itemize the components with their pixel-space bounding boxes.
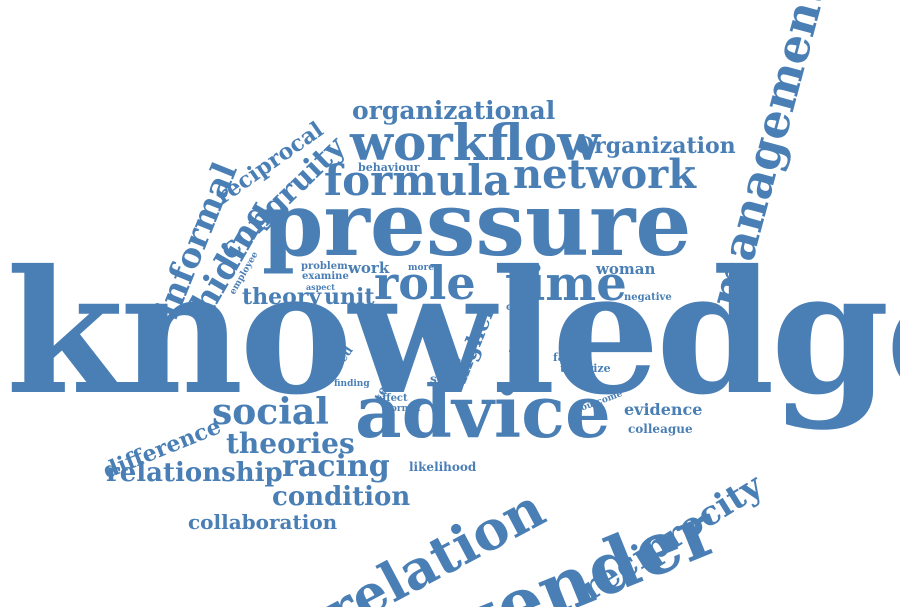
word-organizational: organizational [352, 96, 556, 125]
word-knowledge: knowledge [6, 233, 900, 433]
word-examine: examine [302, 271, 349, 282]
word-formula: formula [324, 156, 511, 205]
word-work: work [348, 259, 390, 277]
word-evidence: evidence [624, 400, 703, 419]
word-formal: formal [387, 404, 421, 414]
word-advice: advice [355, 369, 611, 454]
word-workflow: workflow [350, 113, 601, 172]
word-more: more [408, 263, 434, 273]
word-problem: problem [301, 261, 348, 272]
word-collaboration: collaboration [188, 510, 338, 534]
word-behaviour: behaviour [358, 161, 420, 174]
word-study: study [430, 372, 467, 386]
word-role: role [374, 256, 476, 310]
word-time: time [505, 256, 627, 312]
word-theories: theories [226, 427, 355, 460]
word-finding: finding [334, 379, 370, 389]
word-negative: negative [624, 292, 672, 303]
word-cross: cross [506, 302, 536, 313]
word-relationship: relationship [106, 458, 283, 488]
word-condition: condition [272, 482, 411, 512]
word-hide: hide [421, 332, 436, 339]
word-effect: effect [376, 393, 408, 404]
word-likelihood: likelihood [409, 460, 477, 474]
word-network: network [513, 151, 696, 198]
word-pressure: pressure [262, 172, 692, 276]
word-aspect: aspect [306, 282, 335, 292]
word-theorize: theorize [560, 362, 611, 375]
word-unit: unit [324, 284, 375, 310]
word-factor: factor [553, 351, 590, 364]
word-organization-capital: Organization [575, 133, 736, 159]
word-theory: theory [242, 284, 322, 310]
word-colleague: colleague [628, 422, 693, 436]
word-racing: racing [282, 449, 390, 484]
word-woman: woman [596, 260, 656, 278]
word-social: social [212, 391, 329, 433]
word-cost: cost [420, 324, 434, 331]
